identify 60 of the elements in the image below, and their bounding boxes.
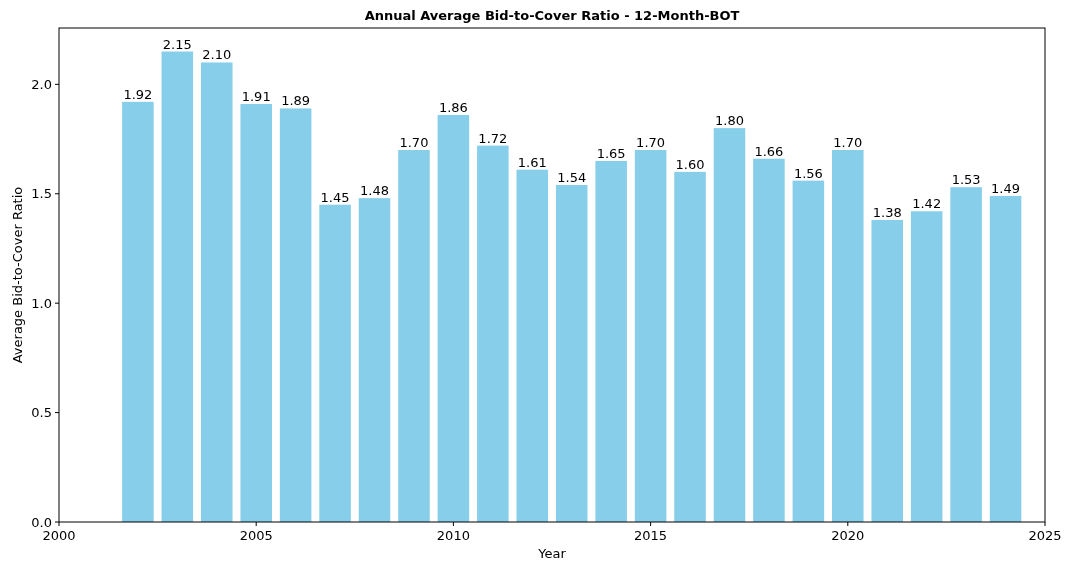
y-tick-label: 1.5 <box>31 186 52 202</box>
data-label: 1.54 <box>557 170 587 186</box>
data-label: 1.61 <box>517 154 547 170</box>
y-tick-label: 0.0 <box>31 514 52 530</box>
bar <box>279 108 312 522</box>
data-label: 1.70 <box>399 135 429 150</box>
data-label: 1.80 <box>715 113 744 129</box>
x-tick-label: 2020 <box>831 528 865 543</box>
x-tick-label: 2010 <box>436 528 470 543</box>
x-tick-label: 2005 <box>239 528 273 543</box>
bar <box>753 158 785 522</box>
bar <box>516 169 549 522</box>
data-label: 1.66 <box>754 143 784 159</box>
y-axis-title: Average Bid-to-Cover Ratio <box>10 186 25 364</box>
data-label: 1.38 <box>872 205 902 221</box>
bar <box>832 150 864 522</box>
y-tick-label: 1.0 <box>31 295 52 311</box>
data-label: 1.60 <box>675 156 705 172</box>
data-label: 1.70 <box>833 135 863 150</box>
bar <box>634 150 667 522</box>
x-tick-label: 2015 <box>634 528 668 543</box>
bar <box>713 128 746 522</box>
bar <box>122 101 154 522</box>
bar <box>319 204 351 522</box>
data-label: 1.42 <box>912 196 942 212</box>
bar <box>398 150 430 522</box>
bar <box>792 180 825 522</box>
data-label: 1.49 <box>991 180 1021 196</box>
x-tick-label: 2000 <box>42 528 76 543</box>
bar <box>910 211 943 522</box>
bar <box>437 114 470 522</box>
y-tick-label: 0.5 <box>31 405 52 421</box>
data-label: 2.15 <box>162 36 192 52</box>
x-tick-label: 2025 <box>1028 528 1062 543</box>
bar <box>674 171 706 522</box>
bar <box>200 62 233 522</box>
bar <box>161 51 194 522</box>
data-label: 1.89 <box>281 93 311 109</box>
data-label: 1.53 <box>951 172 981 188</box>
data-label: 1.86 <box>438 99 468 115</box>
data-label: 1.56 <box>793 165 823 181</box>
y-tick-label: 2.0 <box>31 76 52 92</box>
data-label: 1.65 <box>596 145 626 161</box>
data-label: 1.70 <box>636 135 666 150</box>
chart-title: Annual Average Bid-to-Cover Ratio - 12-Month-BOT <box>364 8 740 23</box>
bar <box>950 187 982 522</box>
data-label: 1.48 <box>360 183 389 199</box>
bar <box>240 104 272 522</box>
data-label: 1.91 <box>241 89 271 105</box>
bar <box>358 198 391 522</box>
data-label: 1.72 <box>478 130 508 146</box>
bar <box>595 160 627 522</box>
data-label: 1.92 <box>123 86 153 102</box>
bar <box>871 220 904 522</box>
data-label: 1.45 <box>320 189 350 205</box>
bar <box>555 185 588 522</box>
data-label: 2.10 <box>202 47 232 63</box>
bar <box>477 145 509 522</box>
x-axis-title: Year <box>537 546 567 561</box>
bar <box>989 195 1022 522</box>
